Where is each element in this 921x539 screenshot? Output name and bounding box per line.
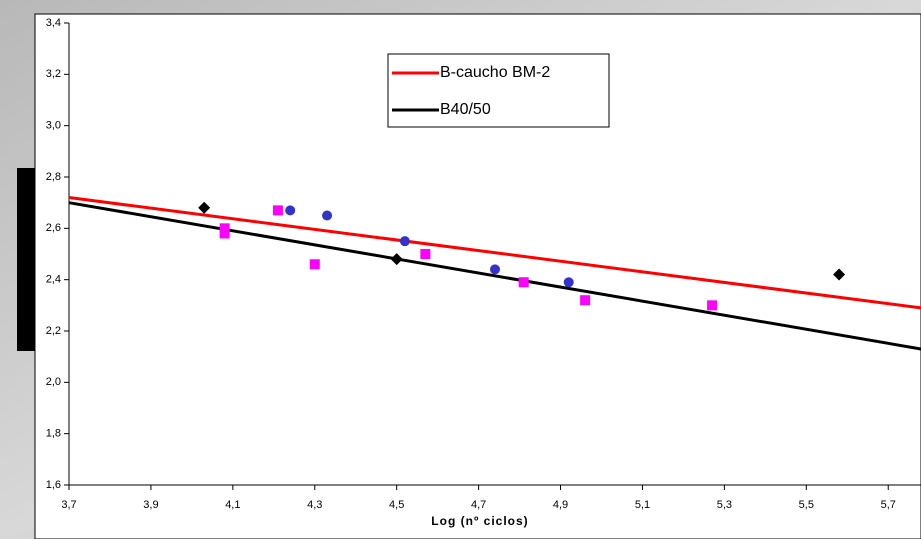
square-marker (219, 228, 230, 239)
y-tick-label: 3,0 (46, 120, 61, 132)
trend-line (68, 196, 921, 310)
diamond-marker (198, 201, 211, 214)
y-tick-label: 2,2 (46, 325, 61, 337)
circle-marker (322, 210, 333, 221)
y-tick-label: 2,8 (46, 171, 61, 183)
square-marker (219, 223, 230, 234)
x-tick-label: 3,9 (143, 499, 158, 511)
x-tick-label: 5,3 (717, 499, 732, 511)
x-tick-label: 3,7 (61, 499, 76, 511)
x-tick-label: 5,1 (635, 499, 650, 511)
y-tick-label: 1,8 (46, 428, 61, 440)
circle-marker (563, 277, 574, 288)
x-tick-label: 4,3 (307, 499, 322, 511)
x-tick-label: 4,7 (471, 499, 486, 511)
square-marker (518, 277, 529, 288)
x-tick-label: 4,9 (553, 499, 568, 511)
y-tick-label: 1,6 (46, 479, 61, 491)
square-marker (420, 249, 431, 259)
y-tick-label: 2,0 (46, 376, 61, 388)
diamond-marker (833, 268, 846, 281)
circle-marker (490, 264, 500, 275)
x-tick-label: 4,5 (389, 499, 404, 511)
y-label-redacted (17, 168, 35, 351)
x-tick-label: 5,7 (881, 499, 896, 511)
square-marker (580, 295, 591, 306)
y-tick-label: 3,4 (46, 17, 61, 29)
legend-label: B-caucho BM-2 (440, 64, 550, 81)
circle-marker (399, 236, 410, 247)
legend-box (387, 53, 610, 128)
legend: B-caucho BM-2 B40/50 (387, 53, 610, 128)
y-tick-label: 3,2 (46, 68, 61, 80)
x-tick-label: 5,5 (799, 499, 814, 511)
diamond-marker (390, 253, 403, 266)
legend-label: B40/50 (440, 101, 491, 118)
trend-line (68, 201, 921, 351)
square-marker (707, 300, 718, 311)
x-axis-label: Log (nº ciclos) (431, 514, 528, 528)
y-tick-label: 2,4 (46, 274, 61, 286)
x-tick-label: 4,1 (225, 499, 240, 511)
square-marker (272, 205, 283, 216)
circle-marker (285, 205, 296, 216)
y-tick-label: 2,6 (46, 222, 61, 234)
square-marker (309, 259, 320, 270)
